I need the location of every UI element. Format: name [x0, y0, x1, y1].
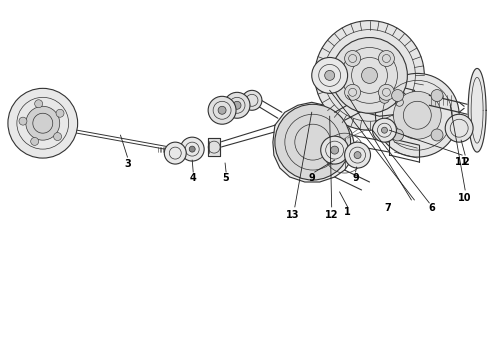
Circle shape: [392, 129, 404, 141]
Circle shape: [382, 127, 388, 133]
Text: 1: 1: [344, 207, 351, 217]
Circle shape: [19, 117, 27, 125]
Circle shape: [315, 21, 424, 130]
Circle shape: [431, 90, 443, 102]
Circle shape: [378, 84, 394, 100]
Circle shape: [233, 101, 241, 109]
Circle shape: [312, 58, 347, 93]
Polygon shape: [468, 68, 486, 152]
Circle shape: [26, 106, 60, 140]
Circle shape: [332, 37, 407, 113]
Circle shape: [275, 104, 350, 180]
Circle shape: [325, 71, 335, 80]
Circle shape: [392, 90, 404, 102]
Circle shape: [393, 91, 441, 139]
Text: 3: 3: [124, 159, 131, 169]
Circle shape: [331, 146, 339, 154]
Text: 13: 13: [286, 210, 299, 220]
Circle shape: [224, 92, 250, 118]
Text: 9: 9: [352, 173, 359, 183]
Polygon shape: [358, 88, 409, 116]
Circle shape: [431, 129, 443, 141]
Circle shape: [375, 73, 459, 157]
Circle shape: [180, 137, 204, 161]
Circle shape: [189, 146, 195, 152]
Text: 9: 9: [308, 173, 315, 183]
Circle shape: [344, 84, 361, 100]
Circle shape: [362, 67, 377, 84]
Circle shape: [35, 100, 43, 108]
Circle shape: [164, 142, 186, 164]
Circle shape: [218, 106, 226, 114]
Circle shape: [344, 50, 361, 67]
Circle shape: [445, 114, 473, 142]
Text: 11: 11: [455, 157, 469, 167]
Text: 5: 5: [222, 173, 229, 183]
Text: 10: 10: [459, 193, 472, 203]
Circle shape: [208, 96, 236, 124]
Circle shape: [8, 88, 77, 158]
Text: 6: 6: [428, 203, 435, 213]
Circle shape: [31, 138, 39, 145]
Text: 12: 12: [325, 210, 339, 220]
Circle shape: [372, 118, 396, 142]
Polygon shape: [208, 138, 220, 156]
Text: 7: 7: [384, 203, 391, 213]
Circle shape: [379, 93, 390, 103]
Circle shape: [53, 132, 62, 140]
Text: 4: 4: [190, 173, 196, 183]
Circle shape: [344, 142, 370, 168]
Circle shape: [56, 109, 64, 117]
Circle shape: [321, 136, 348, 164]
Circle shape: [242, 90, 262, 110]
Circle shape: [354, 152, 361, 159]
Circle shape: [378, 50, 394, 67]
Polygon shape: [273, 102, 355, 182]
Text: 2: 2: [462, 157, 468, 167]
